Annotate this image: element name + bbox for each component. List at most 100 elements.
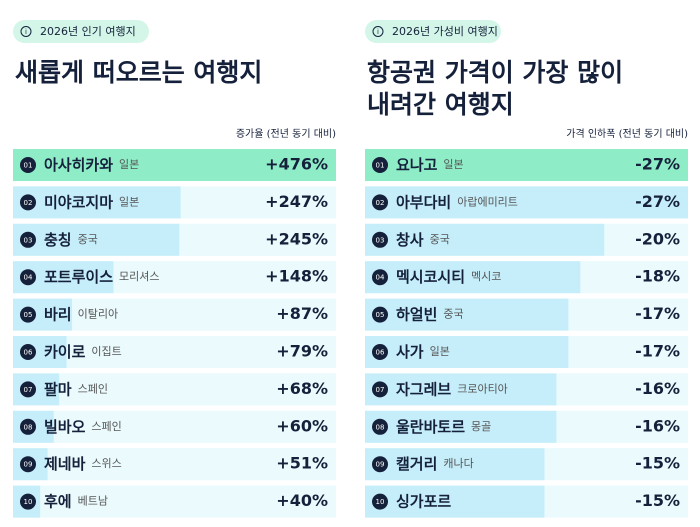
country: 이집트 [91,345,121,358]
value-label: -16% [635,416,680,435]
row-background [13,336,336,368]
row-background [13,373,336,406]
country: 이탈리아 [78,308,118,321]
bar [365,298,569,331]
destination-name: 충칭 [44,230,72,248]
bar [13,186,181,219]
country: 일본 [430,344,450,358]
rank-badge [20,344,36,360]
rank: 03 [376,236,385,244]
country: 베트남 [78,495,108,508]
bar [365,485,545,518]
bar [365,149,688,181]
value-label: -27% [635,192,680,211]
country: 스페인 [91,420,121,433]
row-background [13,448,336,481]
rank: 03 [24,236,33,244]
destination-name: 하얼빈 [396,305,437,323]
badge [13,20,149,43]
value-label: -16% [635,379,680,398]
destination-name: 자그레브 [396,380,451,398]
country: 중국 [430,233,450,246]
country: 일본 [119,194,139,208]
country: 아랍에미리트 [457,195,518,208]
destination: 싱가포르 [396,492,451,510]
rank: 05 [24,311,33,319]
country: 중국 [78,233,98,246]
value-label: +79% [276,342,328,361]
destination-name: 요나고 [396,156,438,174]
destination-name: 포트루이스 [44,268,113,286]
destination: 하얼빈 중국 [396,305,464,323]
destination: 아부다비 아랍에미리트 [396,193,518,211]
rank: 10 [376,498,385,506]
rank: 04 [376,274,385,282]
rank-badge [372,194,388,211]
bar [365,186,688,219]
destination-name: 빌바오 [44,417,86,435]
destination-name: 후에 [44,492,72,510]
info-icon-i: i [377,28,379,36]
country: 중국 [443,308,463,321]
rank: 04 [24,274,33,282]
value-header: 가격 인하폭 (전년 동기 대비) [566,127,688,140]
rank-badge [20,306,36,323]
rank-badge [372,157,388,173]
destination: 포트루이스 모리셔스 [44,268,160,286]
destination: 팔마 스페인 [44,380,108,398]
destination: 멕시코시티 멕시코 [396,268,501,286]
value-label: +87% [276,304,328,323]
title: 새롭게 떠오르는 여행지 [15,58,262,87]
rank-badge [20,157,36,173]
destination-name: 아부다비 [396,193,451,211]
value-label: +68% [276,379,328,398]
destination-name: 캘거리 [396,455,437,473]
title: 항공권 가격이 가장 많이 [367,58,623,87]
value-header: 증가율 (전년 동기 대비) [236,128,336,140]
rank-badge [372,231,388,248]
destination: 사가 일본 [396,343,450,361]
destination-name: 미야코지마 [44,193,113,211]
badge [365,20,501,43]
destination-name: 팔마 [44,380,72,398]
rank: 10 [24,498,33,506]
destination-name: 멕시코시티 [396,268,465,286]
info-icon-i: i [25,28,27,36]
badge-text: 2026년 가성비 여행지 [392,25,498,38]
bar [365,261,581,294]
rank-badge [372,269,388,286]
rank-badge [20,456,36,473]
rank-badge [20,231,36,248]
destination-name: 카이로 [44,343,86,361]
value-label: -27% [635,155,680,174]
rank-badge [20,493,36,510]
rank: 09 [24,461,33,469]
bar [13,223,180,256]
value-label: -17% [635,304,680,323]
value-label: -18% [635,267,680,286]
rank-badge [372,306,388,323]
value-label: +476% [265,155,328,174]
destination: 후에 베트남 [44,492,108,510]
rank-badge [20,418,36,435]
value-label: -17% [635,342,680,361]
destination: 아사히카와 일본 [44,156,139,174]
rank: 01 [24,162,33,170]
destination: 울란바토르 몽골 [396,417,491,435]
value-label: +51% [276,454,328,473]
destination-name: 사가 [396,343,424,361]
value-label: +60% [276,416,328,435]
row-background [13,485,336,518]
row-background [13,410,336,443]
destination: 빌바오 스페인 [44,417,122,435]
value-label: +148% [265,267,328,286]
value-label: +40% [276,491,328,510]
destination-name: 아사히카와 [44,156,113,174]
rank-badge [372,381,388,398]
country: 일본 [443,157,463,171]
destination: 창사 중국 [396,230,450,248]
rank-badge [372,418,388,435]
bar [365,223,605,256]
badge-text: 2026년 인기 여행지 [40,25,136,38]
